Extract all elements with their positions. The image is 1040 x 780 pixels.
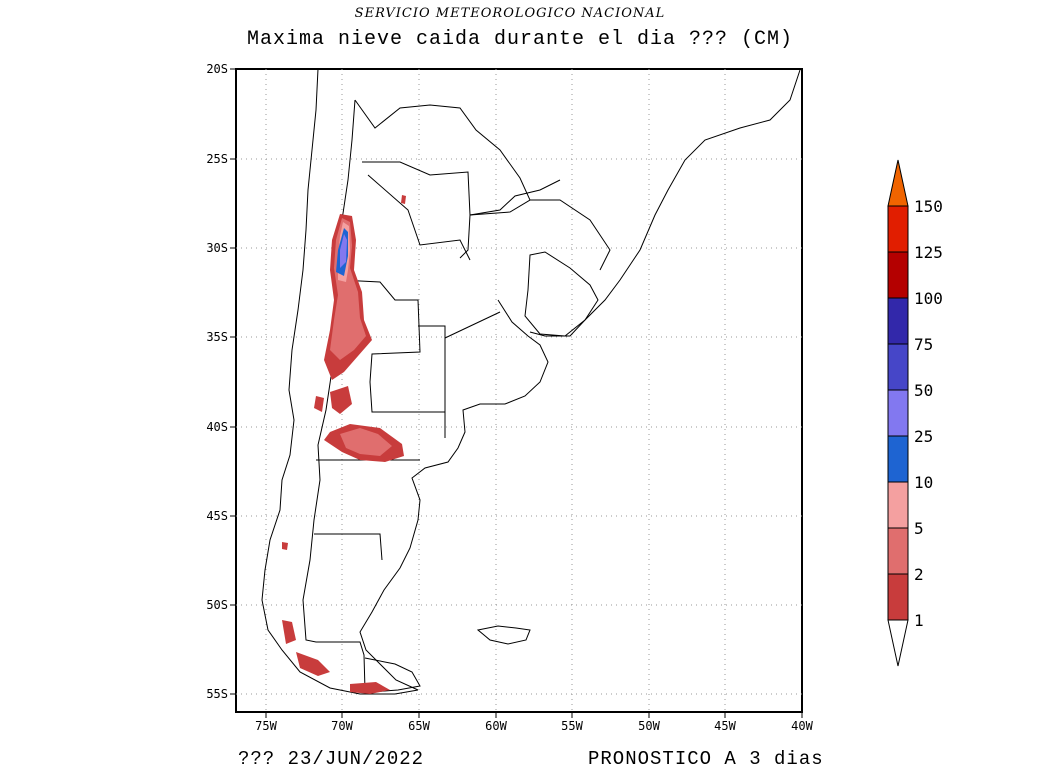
lon-label: 40W xyxy=(791,719,813,733)
legend-swatch-5-10 xyxy=(887,481,909,529)
lon-labels: 75W 70W 65W 60W 55W 50W 45W 40W xyxy=(255,719,813,733)
lon-label: 75W xyxy=(255,719,277,733)
snow-area-patagonia-inner xyxy=(340,428,392,456)
lon-label: 45W xyxy=(714,719,736,733)
lon-label: 65W xyxy=(408,719,430,733)
snow-area-south-3 xyxy=(350,682,390,694)
lat-label: 45S xyxy=(206,509,228,523)
snow-area-small-2 xyxy=(314,396,324,412)
legend-label: 10 xyxy=(914,473,933,492)
legend-swatch-above-150 xyxy=(887,159,909,207)
lon-label: 50W xyxy=(638,719,660,733)
map-grid xyxy=(236,69,802,712)
lat-label: 30S xyxy=(206,241,228,255)
snow-area-small-3 xyxy=(401,195,406,204)
legend-label: 75 xyxy=(914,335,933,354)
legend-colorbar xyxy=(887,159,909,667)
map-title: Maxima nieve caida durante el dia ??? (C… xyxy=(246,28,794,51)
legend-swatch-below-1 xyxy=(887,619,909,667)
snow-area-south-2 xyxy=(296,652,330,676)
lat-labels: 20S 25S 30S 35S 40S 45S 50S 55S xyxy=(206,62,228,701)
snow-area-south-1 xyxy=(282,620,296,644)
legend-labels: 1 2 5 10 25 50 75 100 125 150 xyxy=(914,197,943,630)
legend-label: 50 xyxy=(914,381,933,400)
legend-swatch-75-100 xyxy=(887,297,909,345)
legend-swatch-50-75 xyxy=(887,343,909,391)
snow-area-small-1 xyxy=(330,386,352,414)
lon-label: 60W xyxy=(485,719,507,733)
legend-swatch-2-5 xyxy=(887,527,909,575)
axis-ticks xyxy=(230,68,803,718)
lat-label: 20S xyxy=(206,62,228,76)
legend-swatch-1-2 xyxy=(887,573,909,621)
legend-label: 1 xyxy=(914,611,924,630)
lon-label: 70W xyxy=(331,719,353,733)
snow-area-small-4 xyxy=(282,542,288,550)
legend-swatch-125-150 xyxy=(887,205,909,253)
snow-area-25cm xyxy=(340,234,347,268)
legend-swatch-100-125 xyxy=(887,251,909,299)
agency-name: SERVICIO METEOROLOGICO NACIONAL xyxy=(354,6,666,21)
snowfall-areas xyxy=(282,195,406,694)
legend-label: 150 xyxy=(914,197,943,216)
lat-label: 50S xyxy=(206,598,228,612)
legend-label: 5 xyxy=(914,519,924,538)
legend-label: 2 xyxy=(914,565,924,584)
lon-label: 55W xyxy=(561,719,583,733)
legend-swatch-25-50 xyxy=(887,389,909,437)
lat-label: 55S xyxy=(206,687,228,701)
run-date-label: ??? 23/JUN/2022 xyxy=(238,748,425,770)
lat-label: 40S xyxy=(206,420,228,434)
legend-label: 100 xyxy=(914,289,943,308)
legend-label: 125 xyxy=(914,243,943,262)
forecast-horizon-label: PRONOSTICO A 3 dias xyxy=(588,748,824,770)
map-frame xyxy=(235,68,803,713)
legend-swatch-10-25 xyxy=(887,435,909,483)
lat-label: 25S xyxy=(206,152,228,166)
legend-label: 25 xyxy=(914,427,933,446)
lat-label: 35S xyxy=(206,330,228,344)
